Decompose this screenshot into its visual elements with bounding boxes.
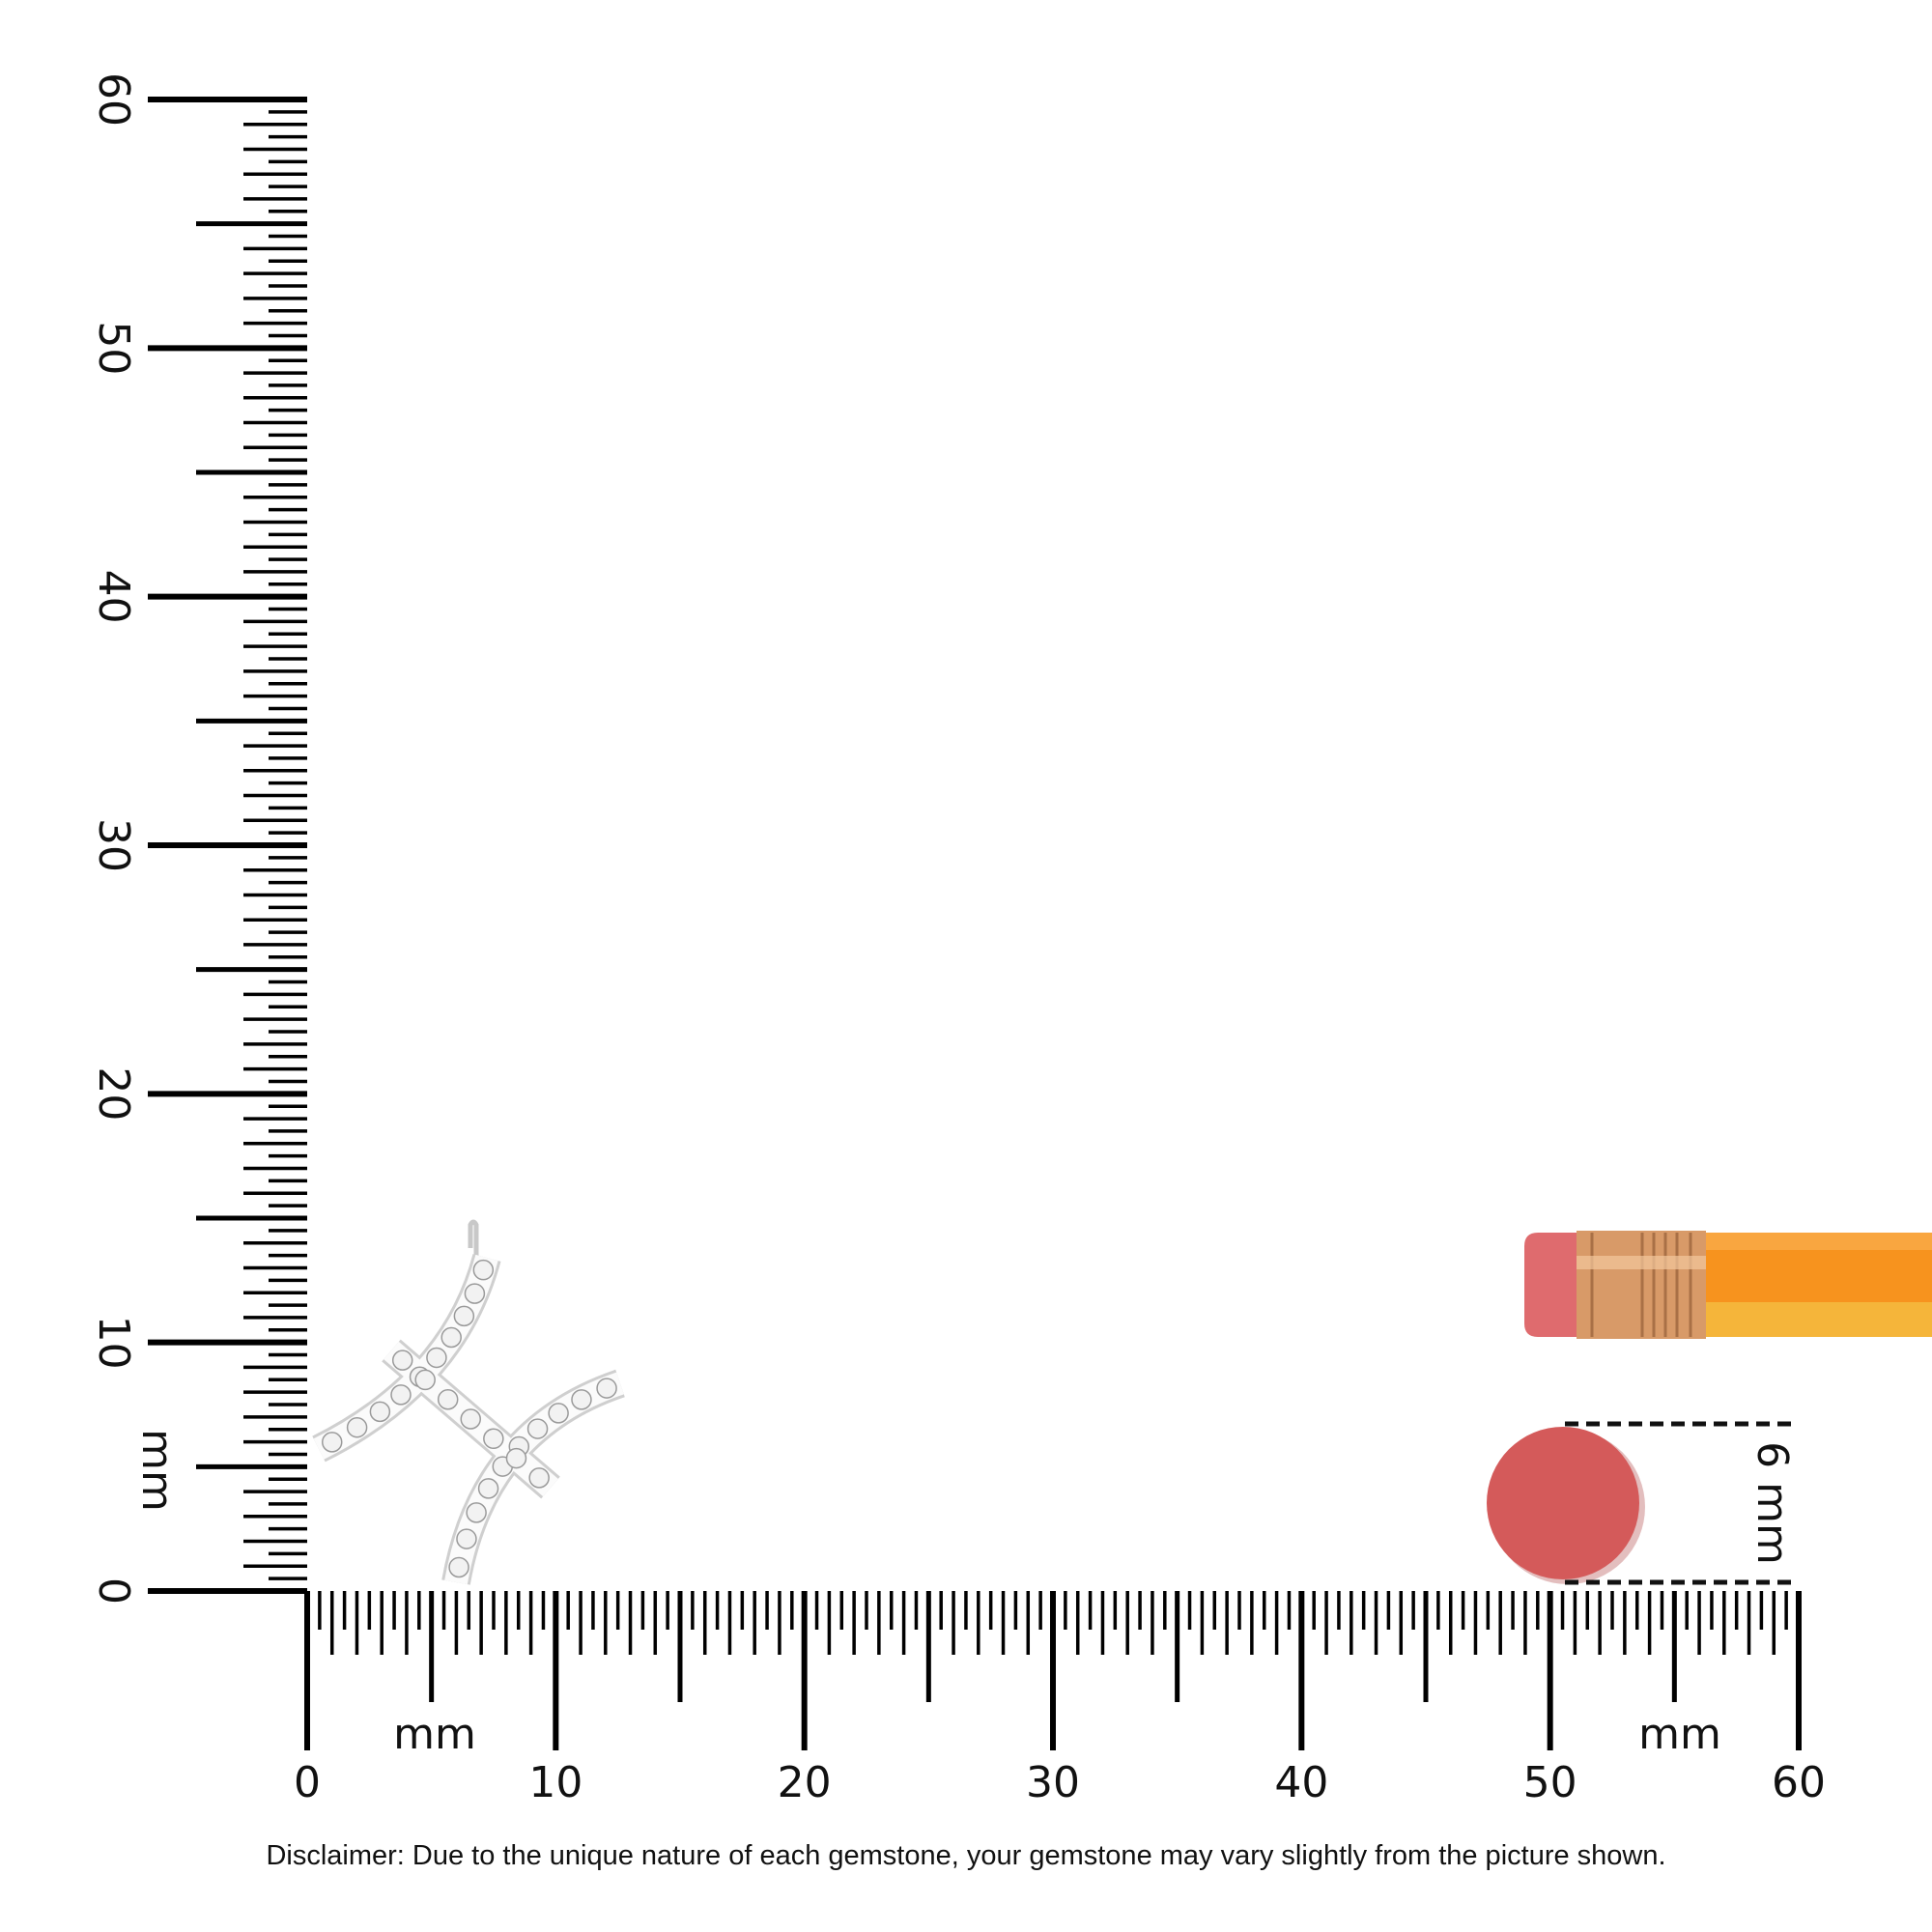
gemstone: [505, 1447, 527, 1469]
pencil-eraser: [1524, 1233, 1584, 1337]
horizontal-tick-label: 0: [294, 1758, 321, 1807]
vertical-ruler: [148, 97, 307, 1594]
vertical-tick-label: 50: [89, 321, 138, 375]
gemstone: [477, 1478, 499, 1499]
gemstone: [453, 1305, 475, 1327]
reference-circle: [1487, 1427, 1639, 1579]
horizontal-tick-label: 50: [1523, 1758, 1577, 1807]
gemstone: [596, 1378, 617, 1399]
horizontal-unit-label-left: mm: [393, 1710, 476, 1759]
gemstone: [466, 1502, 487, 1523]
gemstone: [483, 1428, 504, 1450]
gemstone: [528, 1467, 550, 1489]
horizontal-unit-label-right: mm: [1638, 1710, 1721, 1759]
vertical-unit-label: mm: [132, 1429, 182, 1512]
vertical-ruler-labels: 0 10 20 30 40 50 60: [89, 72, 138, 1605]
disclaimer: Disclaimer: Due to the unique nature of …: [266, 1840, 1666, 1871]
pendant-bail: [468, 1219, 479, 1256]
gemstone: [464, 1283, 486, 1304]
horizontal-tick-label: 40: [1274, 1758, 1328, 1807]
horizontal-tick-label: 60: [1772, 1758, 1826, 1807]
gemstone: [456, 1528, 477, 1549]
horizontal-tick-label: 30: [1026, 1758, 1080, 1807]
gemstone: [346, 1416, 368, 1438]
gemstone: [391, 1350, 413, 1371]
reference-6mm: 6 mm: [1487, 1421, 1799, 1585]
vertical-tick-label: 60: [89, 72, 138, 127]
vertical-tick-label: 30: [89, 818, 138, 872]
vertical-tick-label: 10: [89, 1316, 138, 1370]
horizontal-tick-label: 20: [778, 1758, 832, 1807]
gemstone: [437, 1388, 459, 1410]
gemstone: [448, 1556, 469, 1578]
horizontal-tick-label: 10: [528, 1758, 582, 1807]
gemstone: [526, 1418, 549, 1439]
gemstone: [440, 1326, 462, 1349]
vertical-tick-label: 40: [89, 570, 138, 624]
gemstone: [369, 1401, 391, 1423]
reference-size-label: 6 mm: [1747, 1441, 1797, 1565]
pisces-pendant-image: [312, 1219, 625, 1585]
gemstone: [472, 1259, 495, 1281]
gemstone: [321, 1432, 343, 1453]
horizontal-ruler: [304, 1591, 1802, 1750]
gemstone: [414, 1369, 436, 1391]
gemstone: [426, 1347, 447, 1369]
gemstone: [460, 1408, 481, 1430]
gemstone: [548, 1403, 569, 1424]
vertical-tick-label: 20: [89, 1066, 138, 1121]
vertical-tick-label: 0: [89, 1577, 138, 1605]
gemstone: [390, 1384, 412, 1406]
horizontal-ruler-labels: 0 10 20 30 40 50 60: [294, 1758, 1826, 1807]
gemstone: [571, 1389, 592, 1410]
pencil-image: [1524, 1231, 1932, 1339]
